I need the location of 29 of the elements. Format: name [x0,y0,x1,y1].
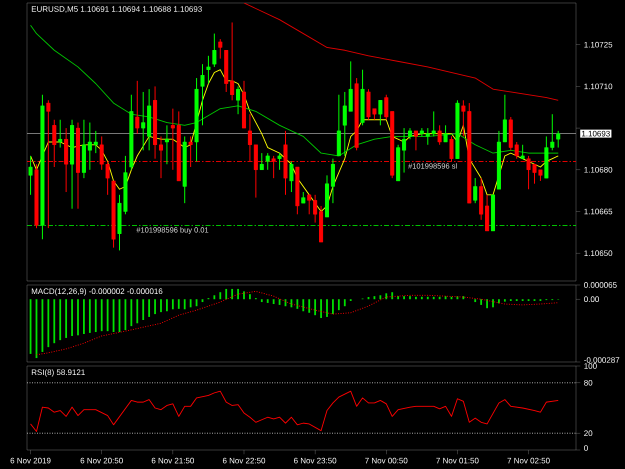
candlestick [502,94,507,142]
candlestick [301,192,306,204]
candlestick [402,128,406,174]
candlestick [218,38,222,60]
candlestick [164,124,169,165]
candlestick [438,124,442,146]
candlestick [444,124,448,142]
candlestick [414,130,418,151]
candlestick [135,80,140,134]
candlestick [372,108,376,120]
candlestick [473,178,478,204]
candlestick [266,152,270,170]
candlestick [236,86,240,115]
candlestick [58,119,62,148]
candlestick [378,100,382,126]
candlestick [538,169,542,182]
candlestick [212,33,216,68]
candlestick [556,130,560,148]
line-series [244,2,559,101]
candlestick [289,160,294,193]
candlestick [532,164,537,184]
candlestick [28,155,33,196]
candlestick [330,158,335,204]
candlestick [260,152,264,170]
candlestick [520,144,525,160]
candlestick [408,128,412,140]
candlestick [278,152,282,170]
candlestick [200,64,205,126]
candlestick [206,55,210,84]
